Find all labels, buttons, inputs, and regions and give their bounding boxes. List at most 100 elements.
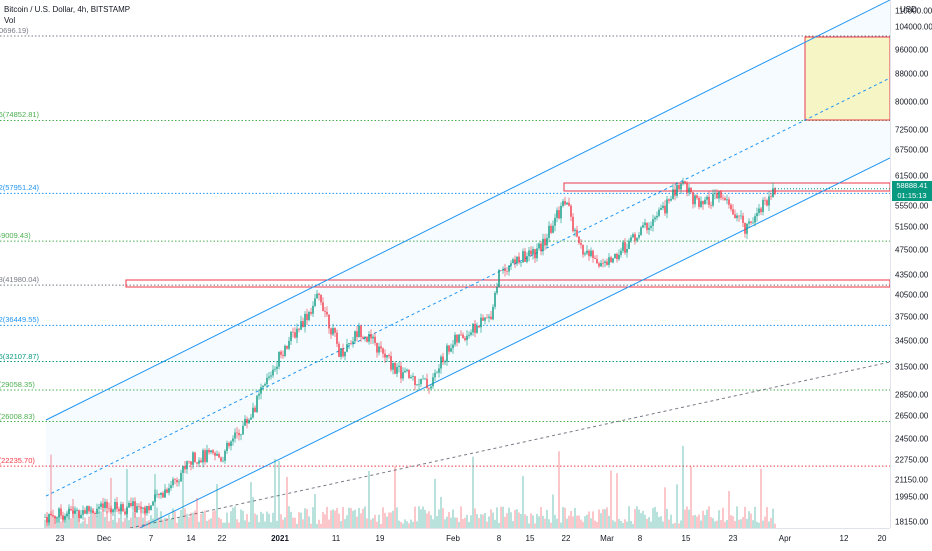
candle-body[interactable]	[672, 189, 674, 199]
candle-body[interactable]	[762, 200, 764, 213]
candle-body[interactable]	[370, 334, 372, 339]
candle-body[interactable]	[578, 236, 580, 244]
candle-body[interactable]	[358, 325, 360, 338]
candle-body[interactable]	[168, 488, 170, 493]
candle-body[interactable]	[456, 334, 458, 343]
candle-body[interactable]	[276, 366, 278, 369]
candle-body[interactable]	[428, 388, 430, 389]
candle-body[interactable]	[54, 516, 56, 519]
candle-body[interactable]	[310, 312, 312, 314]
candle-body[interactable]	[380, 346, 382, 349]
candle-body[interactable]	[302, 321, 304, 327]
candle-body[interactable]	[204, 450, 206, 462]
drawings[interactable]	[45, 0, 890, 528]
candle-body[interactable]	[248, 419, 250, 424]
candle-body[interactable]	[386, 355, 388, 358]
candle-body[interactable]	[588, 250, 590, 257]
candle-body[interactable]	[732, 209, 734, 215]
candle-body[interactable]	[236, 432, 238, 434]
candle-body[interactable]	[354, 331, 356, 342]
candle-body[interactable]	[320, 294, 322, 303]
candle-body[interactable]	[398, 365, 400, 367]
candle-body[interactable]	[448, 345, 450, 352]
candle-body[interactable]	[694, 195, 696, 205]
candle-body[interactable]	[424, 378, 426, 380]
candle-body[interactable]	[546, 237, 548, 246]
candle-body[interactable]	[550, 225, 552, 233]
candle-body[interactable]	[480, 317, 482, 328]
candle-body[interactable]	[252, 407, 254, 418]
candle-body[interactable]	[748, 221, 750, 224]
candle-body[interactable]	[648, 227, 650, 230]
candle-body[interactable]	[544, 238, 546, 246]
candle-body[interactable]	[44, 516, 46, 518]
candle-body[interactable]	[162, 492, 164, 498]
candle-body[interactable]	[654, 217, 656, 220]
candle-body[interactable]	[422, 378, 424, 380]
candle-body[interactable]	[378, 346, 380, 353]
candle-body[interactable]	[400, 365, 402, 379]
candle-body[interactable]	[300, 321, 302, 330]
chart-area[interactable]: Bitcoin / U.S. Dollar, 4h, BITSTAMP Vol …	[0, 0, 890, 528]
candle-body[interactable]	[326, 311, 328, 315]
candle-body[interactable]	[76, 510, 78, 511]
candle-body[interactable]	[622, 242, 624, 251]
candle-body[interactable]	[410, 377, 412, 378]
candle-body[interactable]	[512, 259, 514, 264]
candle-body[interactable]	[460, 334, 462, 336]
candle-body[interactable]	[280, 351, 282, 355]
candle-body[interactable]	[314, 298, 316, 306]
candle-body[interactable]	[606, 261, 608, 265]
candle-body[interactable]	[94, 512, 96, 514]
candle-body[interactable]	[486, 317, 488, 319]
candle-body[interactable]	[484, 317, 486, 321]
candle-body[interactable]	[540, 243, 542, 252]
candle-body[interactable]	[244, 418, 246, 426]
candle-body[interactable]	[526, 256, 528, 262]
candle-body[interactable]	[170, 485, 172, 489]
candle-body[interactable]	[706, 196, 708, 200]
candle-body[interactable]	[260, 387, 262, 394]
candle-body[interactable]	[122, 504, 124, 512]
candle-body[interactable]	[312, 305, 314, 314]
candle-body[interactable]	[518, 256, 520, 263]
candle-body[interactable]	[208, 449, 210, 453]
candle-body[interactable]	[610, 257, 612, 263]
candle-body[interactable]	[728, 199, 730, 205]
candle-body[interactable]	[158, 493, 160, 495]
candle-body[interactable]	[710, 205, 712, 206]
candle-body[interactable]	[218, 453, 220, 458]
candle-body[interactable]	[524, 251, 526, 262]
candle-body[interactable]	[458, 334, 460, 343]
candle-body[interactable]	[66, 514, 68, 516]
candle-body[interactable]	[682, 181, 684, 184]
candle-body[interactable]	[534, 249, 536, 259]
candle-body[interactable]	[464, 338, 466, 341]
candle-body[interactable]	[118, 508, 120, 512]
candle-body[interactable]	[432, 377, 434, 387]
candle-body[interactable]	[646, 222, 648, 230]
candle-body[interactable]	[228, 442, 230, 447]
candle-body[interactable]	[352, 341, 354, 344]
candle-body[interactable]	[230, 441, 232, 447]
candle-body[interactable]	[598, 263, 600, 267]
candle-body[interactable]	[106, 501, 108, 509]
candle-body[interactable]	[262, 385, 264, 388]
candle-body[interactable]	[412, 376, 414, 378]
candle-body[interactable]	[202, 450, 204, 463]
candle-body[interactable]	[674, 189, 676, 196]
candle-body[interactable]	[602, 262, 604, 264]
candle-body[interactable]	[72, 510, 74, 514]
candle-body[interactable]	[184, 466, 186, 470]
candle-body[interactable]	[344, 351, 346, 357]
candle-body[interactable]	[754, 216, 756, 223]
candle-body[interactable]	[384, 353, 386, 358]
candle-body[interactable]	[102, 503, 104, 509]
volume-label[interactable]: Vol	[4, 16, 16, 25]
candle-body[interactable]	[488, 316, 490, 318]
candle-body[interactable]	[306, 313, 308, 321]
candle-body[interactable]	[594, 257, 596, 259]
candle-body[interactable]	[404, 370, 406, 373]
candle-body[interactable]	[222, 460, 224, 462]
candle-body[interactable]	[224, 450, 226, 461]
